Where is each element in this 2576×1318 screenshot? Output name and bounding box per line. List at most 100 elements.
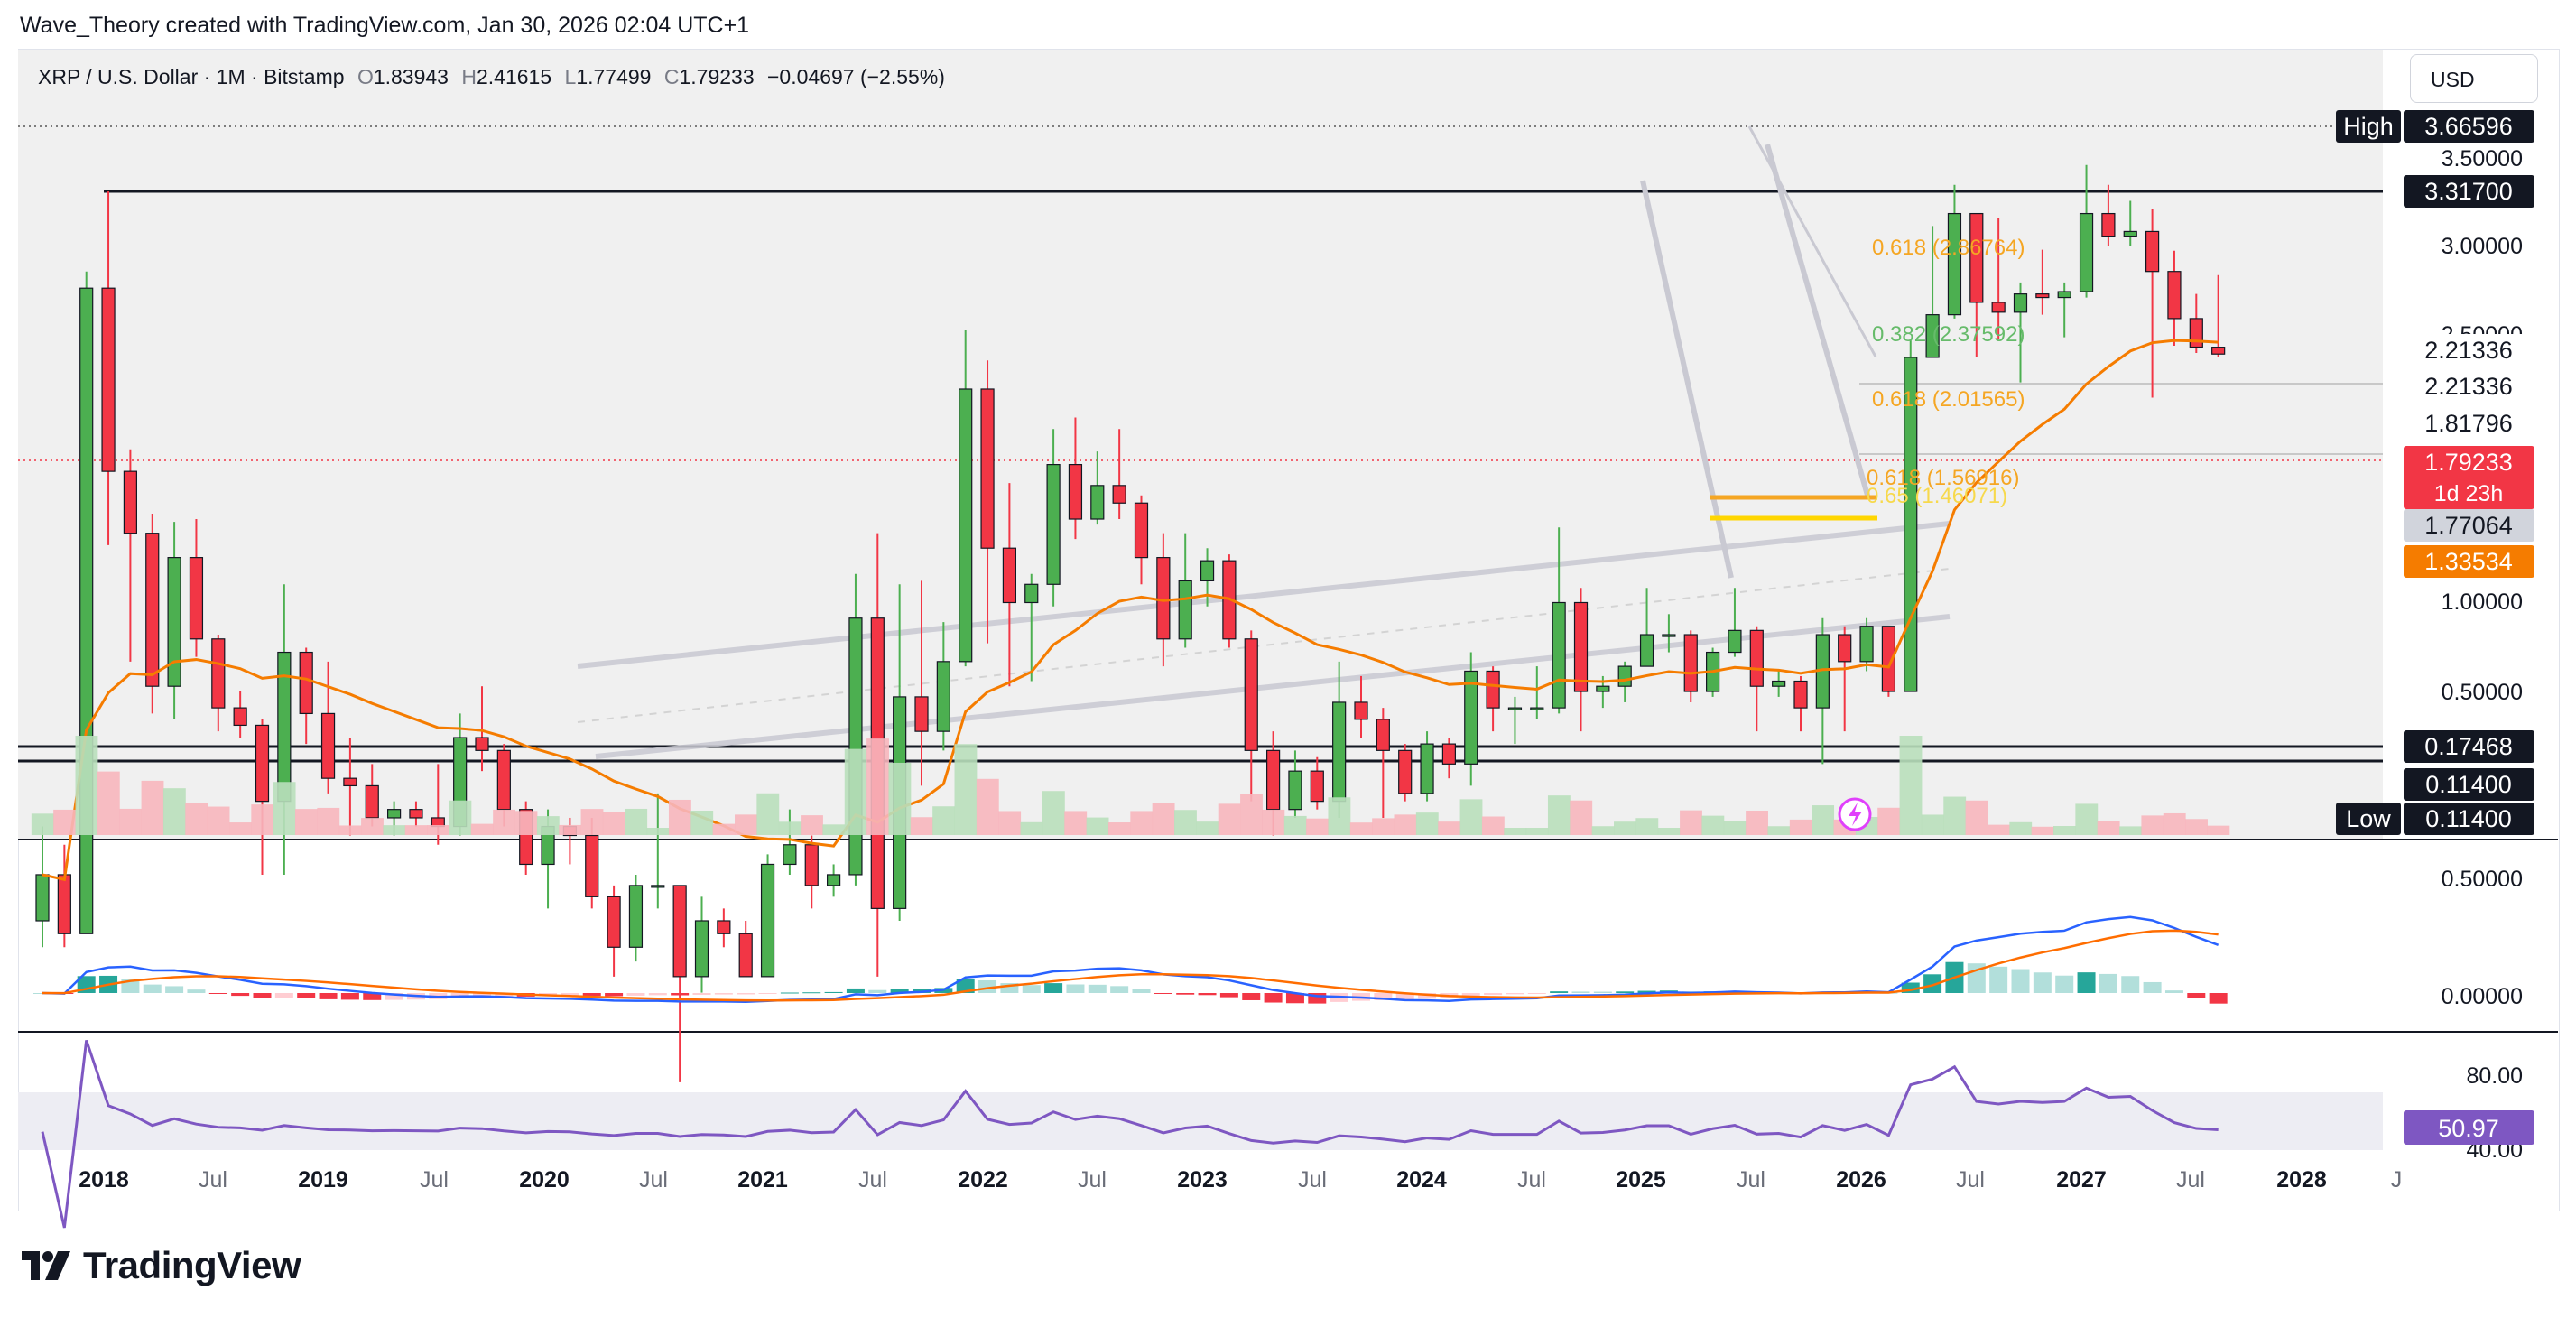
volume-bar — [1525, 828, 1549, 835]
wedge-line — [1765, 144, 1871, 499]
candle-body — [1881, 626, 1895, 692]
x-tick-label: 2023 — [1177, 1167, 1228, 1193]
candle-body — [2123, 230, 2137, 237]
price-label-value: 0.11400 — [2425, 771, 2512, 798]
candle-body — [1310, 770, 1324, 803]
change-value: −0.04697 (−2.55%) — [767, 65, 945, 88]
currency-selector-button[interactable]: USD — [2410, 54, 2538, 103]
candle-body — [1134, 502, 1149, 559]
volume-bar — [1262, 809, 1285, 835]
lightning-icon[interactable] — [1838, 797, 1872, 831]
volume-bar — [207, 806, 230, 835]
candle-body — [123, 470, 137, 534]
macd-hist-bar — [1132, 988, 1151, 993]
candle — [2101, 184, 2116, 246]
x-tick-label: Jul — [420, 1167, 449, 1193]
candle-body — [1112, 485, 1126, 504]
candle — [1024, 573, 1039, 682]
macd-hist-bar — [758, 993, 777, 994]
candle-body — [233, 707, 247, 727]
macd-hist-bar — [2099, 973, 2117, 993]
candle — [2057, 282, 2071, 338]
candle-body — [145, 533, 160, 687]
candle-body — [1639, 634, 1654, 667]
candle-body — [101, 287, 116, 472]
candle-body — [1507, 707, 1523, 710]
candle-body — [2101, 212, 2116, 237]
candle-body — [1156, 557, 1171, 640]
volume-bar — [2119, 826, 2142, 835]
candle-body — [717, 920, 731, 934]
macd-hist-bar — [253, 993, 272, 998]
macd-hist-bar — [671, 993, 690, 996]
candle — [826, 864, 841, 897]
price-tag-label: Low — [2346, 805, 2391, 832]
fib-label: 0.618 (1.56916) — [1867, 466, 2019, 490]
price-label-box — [2404, 407, 2534, 440]
volume-bar — [1107, 822, 1131, 835]
volume-bar — [1723, 821, 1747, 835]
candle-body — [365, 784, 379, 819]
candle — [2079, 164, 2094, 298]
tradingview-logo-icon — [22, 1251, 70, 1280]
candle — [1046, 429, 1061, 607]
tradingview-logo[interactable]: TradingView — [20, 1244, 301, 1287]
close-key: C — [663, 65, 680, 88]
price-label-value: 1.33534 — [2424, 548, 2513, 575]
volume-bar — [1877, 807, 1901, 835]
volume-bar — [470, 823, 494, 835]
candle-body — [1024, 583, 1039, 604]
candle — [936, 622, 950, 751]
ema-line — [42, 339, 2219, 882]
price-label-box — [2404, 509, 2534, 542]
volume-bar — [404, 825, 428, 835]
candle — [1815, 617, 1830, 765]
candle-body — [1772, 680, 1786, 687]
candle — [1991, 218, 2006, 339]
volume-bar — [1701, 815, 1725, 835]
volume-bar — [1746, 810, 1768, 835]
candle — [1859, 617, 1874, 672]
candle — [607, 885, 621, 977]
macd-hist-bar — [1616, 991, 1635, 993]
volume-bar — [361, 818, 384, 835]
volume-bar — [2053, 825, 2076, 835]
volume-bar — [383, 825, 406, 835]
macd-hist-bar — [2077, 972, 2096, 993]
candle-body — [1991, 302, 2006, 313]
candle — [1398, 744, 1413, 802]
macd-hist-bar — [363, 993, 382, 1000]
macd-hist-bar — [1110, 986, 1129, 993]
candle-body — [959, 388, 973, 663]
open-value: 1.83943 — [373, 65, 449, 88]
volume-bar — [1943, 796, 1967, 835]
macd-hist-bar — [1154, 993, 1172, 994]
macd-tick-label: 0.00000 — [2442, 984, 2523, 1009]
volume-bar — [2207, 825, 2230, 835]
macd-hist-bar — [890, 988, 909, 993]
macd-hist-bar — [1374, 993, 1393, 1000]
candle — [35, 826, 50, 948]
candle — [320, 661, 336, 794]
price-label-value: 0.11400 — [2425, 805, 2512, 832]
candle — [101, 191, 116, 545]
x-tick-label: Jul — [858, 1167, 887, 1193]
candle — [1068, 417, 1083, 540]
macd-hist-bar — [2143, 981, 2162, 993]
candle-body — [2035, 293, 2050, 299]
candle-body — [1683, 634, 1698, 692]
price-label-box — [2404, 803, 2534, 835]
price-label-box — [2404, 545, 2534, 578]
fib-label: 0.618 (2.86764) — [1872, 236, 2025, 260]
candle-body — [1200, 560, 1215, 582]
candle-body — [1486, 670, 1500, 709]
candle-body — [1530, 707, 1544, 710]
candle-body — [1068, 464, 1083, 520]
macd-hist-bar — [1044, 983, 1063, 993]
macd-hist-bar — [1989, 966, 2008, 993]
candle-body — [409, 809, 423, 819]
volume-bar — [295, 809, 318, 835]
candle — [299, 647, 313, 745]
volume-bar — [317, 807, 340, 835]
